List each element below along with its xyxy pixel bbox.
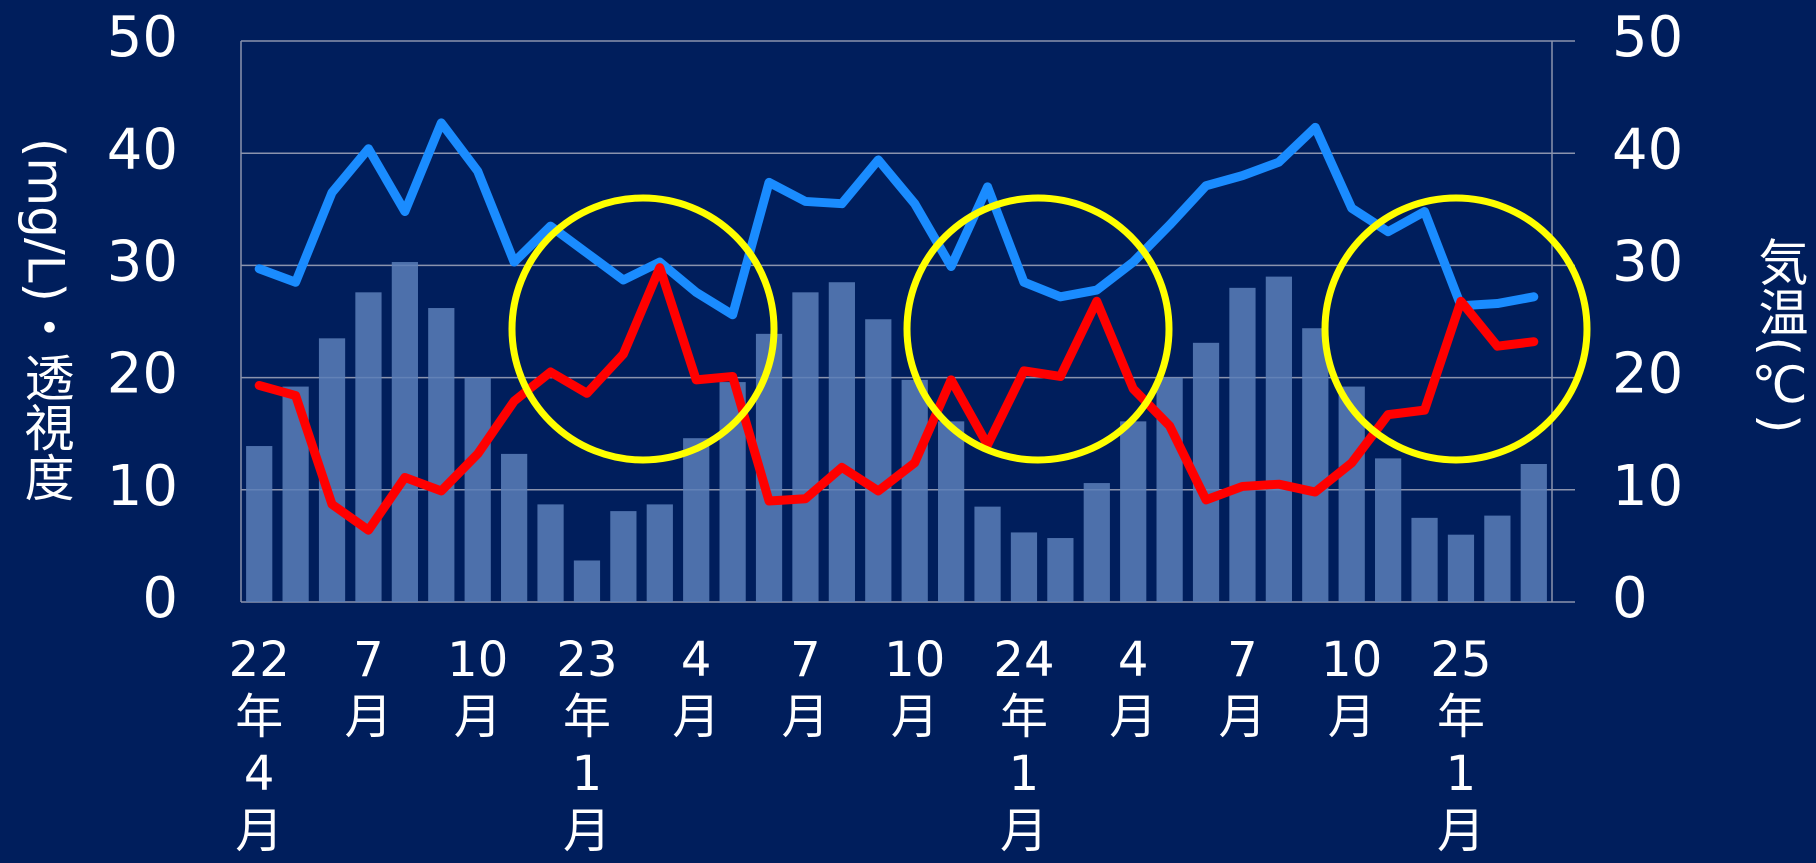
bar [1265, 276, 1292, 602]
x-tick-label: 25 年 1 月 [1430, 632, 1491, 859]
y-tick-label: 20 [107, 342, 178, 407]
y-tick-label: 10 [107, 454, 178, 519]
bar [573, 560, 601, 602]
bar [1447, 534, 1475, 602]
y-tick-label: 0 [142, 566, 178, 631]
x-tick-label: 22 年 4 月 [229, 632, 290, 859]
bar [828, 282, 855, 602]
bar [938, 421, 965, 602]
bar [1083, 483, 1110, 602]
plot: 0 10 20 30 40 50 0 10 20 30 40 50 22 年 4 月 7 月 10 月 23 年 1 月 4 月 7… [107, 5, 1684, 859]
x-tick-label: 10 月 [884, 632, 945, 745]
y2-tick-label: 30 [1612, 230, 1683, 295]
y-tick-label: 50 [107, 5, 178, 70]
bar [646, 504, 673, 602]
highlight-circle [508, 194, 778, 464]
bar [1411, 517, 1438, 602]
bar [1302, 328, 1329, 602]
bar [464, 377, 491, 602]
bar [901, 379, 928, 602]
y-tick-label: 30 [107, 230, 178, 295]
bar [610, 511, 637, 602]
bar [428, 308, 455, 602]
bar [355, 292, 382, 602]
bar [501, 453, 528, 602]
bar [1120, 421, 1147, 602]
y2-tick-label: 20 [1612, 342, 1683, 407]
bar [974, 506, 1001, 602]
bar [537, 504, 564, 602]
line [254, 263, 1539, 535]
bar [391, 262, 418, 602]
highlight-circle [903, 194, 1173, 464]
x-tick-label: 10 月 [447, 632, 508, 745]
bar [1484, 515, 1511, 602]
y2-tick-label: 40 [1612, 117, 1683, 182]
y2-tick-label: 0 [1612, 566, 1648, 631]
y-axis-label: (mg/L)・透視度 [17, 138, 75, 502]
y2-tick-label: 50 [1612, 5, 1683, 70]
bar [865, 319, 892, 602]
bar [1520, 463, 1547, 602]
bar [1229, 287, 1256, 602]
y2-tick-label: 10 [1612, 454, 1683, 519]
highlight-circle [1321, 194, 1591, 464]
x-tick-label: 10 月 [1321, 632, 1382, 745]
bar [1047, 538, 1074, 602]
bar [792, 292, 819, 602]
y-tick-label: 40 [107, 117, 178, 182]
y2-axis-label: 気温(℃) [1751, 236, 1809, 433]
bar [246, 446, 273, 602]
bar [1375, 458, 1402, 602]
x-tick-label: 23 年 1 月 [556, 632, 617, 859]
x-tick-label: 24 年 1 月 [993, 632, 1054, 859]
bar [683, 438, 710, 602]
bar [1010, 532, 1038, 602]
line [254, 118, 1539, 320]
